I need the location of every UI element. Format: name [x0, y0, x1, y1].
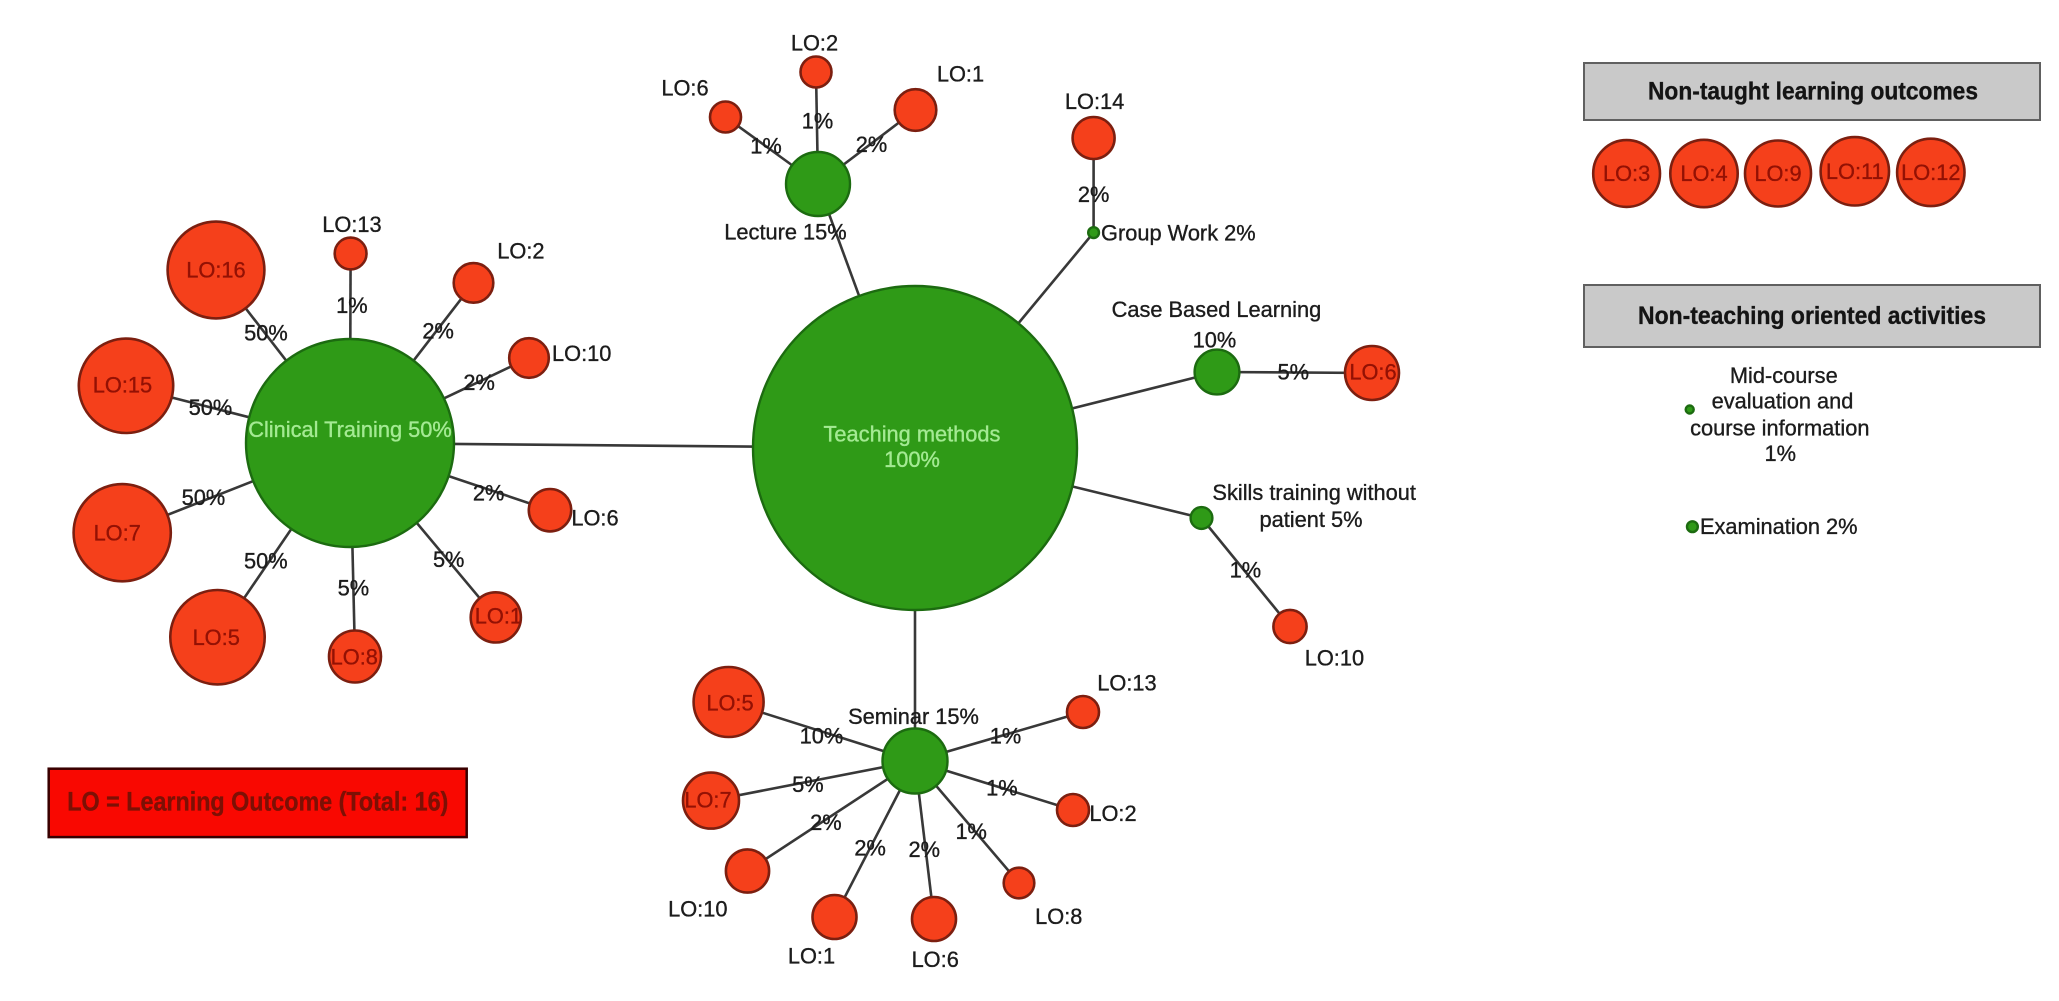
svg-text:LO:2: LO:2	[497, 239, 544, 264]
svg-text:LO:14: LO:14	[1065, 89, 1124, 114]
svg-text:1%: 1%	[990, 723, 1022, 748]
svg-text:LO:1: LO:1	[788, 944, 835, 969]
svg-text:LO:1: LO:1	[937, 62, 984, 87]
svg-text:LO:11: LO:11	[1826, 159, 1884, 184]
svg-text:2%: 2%	[854, 835, 886, 860]
svg-text:Clinical Training 50%: Clinical Training 50%	[248, 417, 452, 442]
svg-text:LO:10: LO:10	[552, 341, 611, 366]
svg-text:patient 5%: patient 5%	[1259, 507, 1362, 532]
svg-text:course information: course information	[1690, 416, 1869, 441]
svg-text:LO:13: LO:13	[1097, 671, 1156, 696]
svg-text:LO = Learning Outcome (Total:: LO = Learning Outcome (Total: 16)	[67, 787, 448, 817]
svg-text:LO:9: LO:9	[1754, 161, 1801, 186]
svg-text:2%: 2%	[422, 319, 454, 344]
svg-text:LO:6: LO:6	[1349, 359, 1396, 384]
svg-text:LO:7: LO:7	[684, 788, 731, 813]
svg-text:1%: 1%	[1765, 441, 1797, 466]
svg-text:1%: 1%	[986, 776, 1018, 801]
svg-text:LO:10: LO:10	[1305, 645, 1364, 670]
svg-text:1%: 1%	[336, 293, 368, 318]
svg-text:1%: 1%	[802, 109, 834, 134]
svg-text:LO:8: LO:8	[331, 644, 378, 669]
svg-text:LO:2: LO:2	[791, 31, 838, 56]
svg-text:LO:5: LO:5	[193, 625, 240, 650]
svg-text:LO:8: LO:8	[1035, 904, 1082, 929]
svg-text:Non-teaching oriented activiti: Non-teaching oriented activities	[1638, 302, 1986, 330]
svg-text:LO:3: LO:3	[1603, 161, 1650, 186]
svg-text:50%: 50%	[244, 321, 288, 346]
svg-text:LO:16: LO:16	[186, 258, 245, 283]
svg-text:2%: 2%	[1078, 182, 1110, 207]
svg-text:10%: 10%	[1193, 327, 1237, 352]
svg-text:2%: 2%	[909, 837, 941, 862]
svg-text:LO:10: LO:10	[668, 897, 727, 922]
svg-text:5%: 5%	[433, 547, 465, 572]
svg-text:Skills training without: Skills training without	[1212, 480, 1416, 505]
svg-text:Non-taught learning outcomes: Non-taught learning outcomes	[1648, 77, 1978, 105]
svg-text:50%: 50%	[189, 395, 233, 420]
svg-text:LO:6: LO:6	[661, 76, 708, 101]
svg-text:50%: 50%	[244, 549, 288, 574]
svg-text:2%: 2%	[473, 480, 505, 505]
svg-text:LO:13: LO:13	[322, 212, 381, 237]
svg-text:LO:6: LO:6	[912, 947, 959, 972]
svg-text:1%: 1%	[955, 819, 987, 844]
svg-text:Teaching methods: Teaching methods	[824, 422, 1001, 447]
svg-text:2%: 2%	[810, 810, 842, 835]
svg-text:Examination 2%: Examination 2%	[1700, 514, 1858, 539]
svg-text:50%: 50%	[182, 485, 226, 510]
svg-text:LO:7: LO:7	[94, 521, 141, 546]
svg-text:Lecture 15%: Lecture 15%	[724, 220, 846, 245]
svg-text:100%: 100%	[884, 447, 940, 472]
svg-text:10%: 10%	[800, 723, 844, 748]
svg-text:2%: 2%	[856, 132, 888, 157]
svg-text:5%: 5%	[338, 576, 370, 601]
svg-text:LO:6: LO:6	[571, 506, 618, 531]
svg-text:LO:2: LO:2	[1089, 801, 1136, 826]
svg-text:LO:5: LO:5	[706, 691, 753, 716]
svg-text:Seminar 15%: Seminar 15%	[848, 704, 979, 729]
svg-text:LO:4: LO:4	[1680, 161, 1727, 186]
svg-text:LO:12: LO:12	[1901, 160, 1960, 185]
svg-text:Group Work 2%: Group Work 2%	[1101, 221, 1256, 246]
svg-text:5%: 5%	[1278, 359, 1310, 384]
svg-text:LO:1: LO:1	[475, 604, 522, 629]
svg-text:LO:15: LO:15	[93, 372, 152, 397]
svg-text:1%: 1%	[1230, 558, 1262, 583]
svg-text:1%: 1%	[750, 134, 782, 159]
svg-text:Mid-course: Mid-course	[1730, 363, 1838, 388]
svg-text:5%: 5%	[792, 772, 824, 797]
svg-text:Case Based Learning: Case Based Learning	[1112, 297, 1322, 322]
svg-text:2%: 2%	[463, 370, 495, 395]
svg-text:evaluation and: evaluation and	[1712, 389, 1854, 414]
